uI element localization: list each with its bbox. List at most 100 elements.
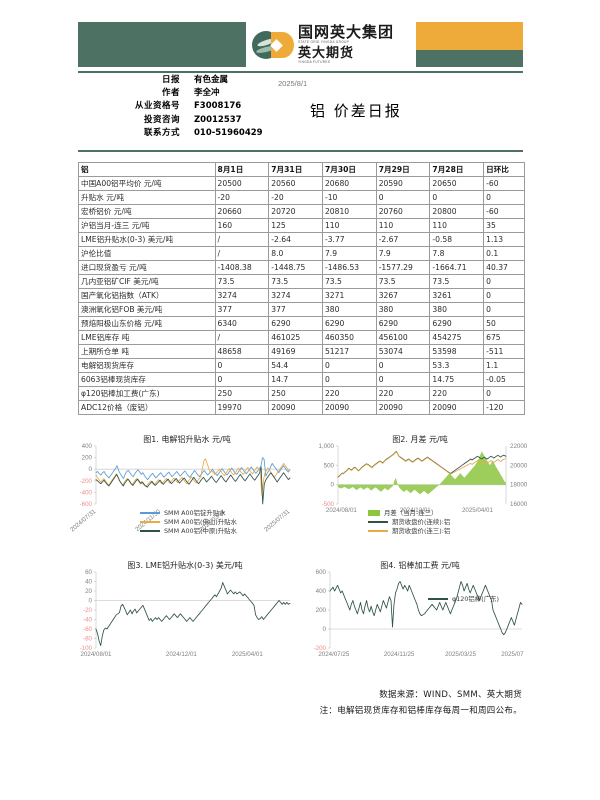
cell-value: 456100 (375, 330, 431, 345)
logo-company-name: 国网英大集团 (298, 23, 395, 42)
cell-change: 0 (483, 190, 525, 205)
chart-1-legend: SMM A00铝锭升贴水 SMM A00铝(佛山)升贴水 SMM A00铝(中原… (140, 508, 237, 535)
cell-value: 53598 (429, 344, 485, 359)
th-change: 日环比 (483, 162, 525, 177)
legend-swatch (368, 520, 388, 523)
chart-2-title: 图2. 月差 元/吨 (392, 435, 448, 444)
legend-label: 期货收盘价(连续):铝 (392, 518, 451, 526)
cell-value: 220 (375, 386, 431, 401)
cell-value: -1486.53 (321, 260, 377, 275)
axis-tick-label: 2025/07 (501, 651, 524, 658)
company-logo: 国网英大集团 STATE GRID YINGDA GROUP 英大期货 YING… (246, 22, 416, 67)
meta-row: 从业资格号 F3008176 (85, 100, 315, 113)
axis-tick-label: 0 (89, 598, 93, 605)
cell-value: 53.3 (429, 358, 485, 373)
axis-tick-label: 40 (85, 579, 92, 586)
cell-value: 19970 (214, 400, 270, 415)
cell-value: 73.5 (321, 274, 377, 289)
cell-value: 14.7 (268, 372, 323, 387)
legend-swatch (428, 597, 448, 600)
cell-value: 0 (375, 358, 431, 373)
axis-tick-label: 18000 (510, 482, 528, 489)
meta-row: 联系方式 010-51960429 (85, 127, 315, 140)
meta-value: 010-51960429 (194, 127, 263, 138)
cell-value: 7.8 (429, 246, 485, 261)
cell-value: 3271 (321, 288, 377, 303)
meta-key: 从业资格号 (134, 101, 180, 112)
axis-tick-label: -200 (314, 645, 327, 652)
header-banner: 国网英大集团 STATE GRID YINGDA GROUP 英大期货 YING… (78, 22, 523, 67)
legend-swatch (140, 529, 160, 532)
row-label: 升贴水 元/吨 (78, 190, 216, 205)
cell-value: 20500 (214, 176, 270, 191)
row-label: LME铝升贴水(0-3) 美元/吨 (78, 232, 216, 247)
meta-row: 日报 有色金属 (85, 74, 315, 87)
cell-value: -1408.38 (214, 260, 270, 275)
cell-value: 160 (214, 218, 270, 233)
axis-tick-label: -500 (322, 501, 335, 508)
cell-value: 110 (375, 218, 431, 233)
chart-3-title: 图3. LME铝升贴水(0-3) 美元/吨 (127, 561, 243, 570)
table-row: LME铝库存 吨/461025 460350 456100 454275 675 (78, 330, 525, 345)
meta-key: 作者 (161, 88, 180, 99)
cell-value: 20090 (321, 400, 377, 415)
cell-value: 20680 (321, 176, 377, 191)
axis-tick-label: 20 (85, 588, 92, 595)
axis-tick-label: 2024/08/01 (81, 651, 113, 658)
report-date: 2025/8/1 (278, 79, 308, 88)
cell-change: 0 (483, 288, 525, 303)
data-source-note: 数据来源：WIND、SMM、英大期货 (379, 690, 522, 700)
table-row: 升贴水 元/吨 -20 -20 -10 0 0 0 (78, 190, 525, 205)
chart-4-title: 图4. 铝棒加工费 元/吨 (380, 561, 460, 570)
axis-tick-label: 2024/07/25 (318, 651, 350, 658)
legend-label: SMM A00铝(佛山)升贴水 (164, 518, 237, 526)
th-d1: 8月1日 (214, 162, 270, 177)
cell-value: 20760 (375, 204, 431, 219)
legend-label: SMM A00铝(中原)升贴水 (164, 527, 237, 535)
axis-tick-label: 0 (331, 482, 335, 489)
cell-change: 0 (483, 386, 525, 401)
cell-value: 380 (375, 302, 431, 317)
row-label: 宏桥铝价 元/吨 (78, 204, 216, 219)
page-title: 铝 价差日报 (310, 102, 402, 120)
table-row: 沪铝当月-连三 元/吨 160 125 110 110 110 35 (78, 218, 525, 233)
cell-value: 14.75 (429, 372, 485, 387)
legend-label: 期货收盘价(连三):铝 (392, 527, 451, 535)
legend-swatch (140, 511, 160, 514)
axis-tick-label: -100 (80, 645, 93, 652)
cell-value: 7.9 (375, 246, 431, 261)
cell-value: 73.5 (429, 274, 485, 289)
cell-value: 3261 (429, 288, 485, 303)
header-divider-top (78, 71, 523, 73)
price-spread-table: 铝 8月1日 7月31日 7月30日 7月29日 7月28日 日环比 中国A00… (78, 162, 525, 415)
chart-line-series (95, 582, 291, 647)
axis-tick-label: -400 (80, 489, 93, 496)
cell-value: 377 (214, 302, 270, 317)
cell-change: -120 (483, 400, 525, 415)
cell-value: 49169 (268, 344, 323, 359)
cell-value: 20090 (268, 400, 323, 415)
table-row: 沪伦比值/8.0 7.9 7.9 7.8 0.1 (78, 246, 525, 261)
cell-value: 20560 (268, 176, 323, 191)
axis-tick-label: 400 (82, 443, 93, 450)
cell-value: 380 (321, 302, 377, 317)
chart-line-series (337, 451, 507, 478)
row-label: LME铝库存 吨 (78, 330, 216, 345)
axis-tick-label: 2024/12/01 (400, 507, 432, 514)
chart-1: 图1. 电解铝升贴水 元/吨 400 200 0 -200 -400 -600 2024/0… (62, 432, 302, 550)
meta-row: 作者 李全冲 (85, 87, 315, 100)
cell-value: 73.5 (214, 274, 270, 289)
cell-change: -0.05 (483, 372, 525, 387)
table-row: 澳洲氧化铝FOB 美元/吨 377 377 380 380 380 0 (78, 302, 525, 317)
cell-value: -20 (214, 190, 270, 205)
cell-value: 220 (429, 386, 485, 401)
th-d5: 7月28日 (429, 162, 485, 177)
table-row: 宏桥铝价 元/吨 20660 20720 20810 20760 20800 -60 (78, 204, 525, 219)
table-row: 国产氧化铝指数（ATK） 3274 3274 3271 3267 3261 0 (78, 288, 525, 303)
axis-tick-label: 2025/03/25 (445, 651, 477, 658)
cell-value: 20810 (321, 204, 377, 219)
axis-tick-label: 22000 (510, 443, 528, 450)
cell-value: -3.77 (321, 232, 377, 247)
cell-change: 0.1 (483, 246, 525, 261)
meta-key: 投资咨询 (143, 114, 180, 125)
